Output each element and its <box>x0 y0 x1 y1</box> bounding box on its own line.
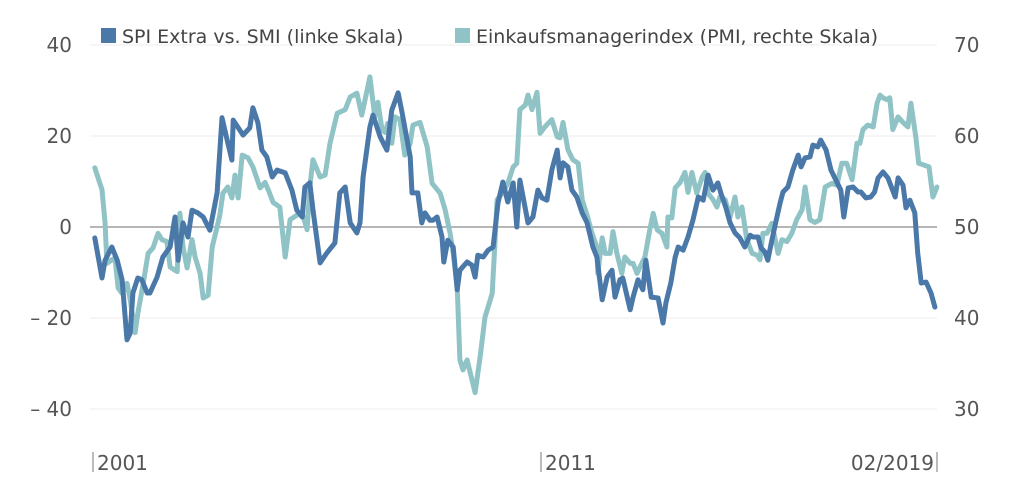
series-line-spi <box>92 90 938 343</box>
y-left-tick-label: 0 <box>59 215 72 239</box>
y-left-tick-label: 20 <box>47 124 72 148</box>
y-left-tick-label: – 20 <box>30 306 72 330</box>
series-lines <box>92 74 940 396</box>
y-right-tick-label: 40 <box>954 306 979 330</box>
y-right-tick-label: 30 <box>954 397 979 421</box>
y-right-tick-label: 70 <box>954 33 979 57</box>
x-tick-label: 02/2019 <box>851 451 934 475</box>
x-tick-label: 2011 <box>545 451 596 475</box>
legend-swatch-spi <box>101 28 116 43</box>
legend: SPI Extra vs. SMI (linke Skala) Einkaufs… <box>101 26 878 48</box>
series-line-pmi <box>92 74 940 396</box>
legend-swatch-pmi <box>455 28 470 43</box>
y-right-tick-label: 60 <box>954 124 979 148</box>
y-left-tick-label: – 40 <box>30 397 72 421</box>
legend-label-pmi: Einkaufsmanagerindex (PMI, rechte Skala) <box>476 26 878 48</box>
legend-label-spi: SPI Extra vs. SMI (linke Skala) <box>122 26 403 48</box>
axes: 40 20 0 – 20 – 40 70 60 50 40 30 2001 2011 02/2019 <box>30 33 979 475</box>
x-tick-label: 2001 <box>97 451 148 475</box>
y-right-tick-label: 50 <box>954 215 979 239</box>
y-left-tick-label: 40 <box>47 33 72 57</box>
